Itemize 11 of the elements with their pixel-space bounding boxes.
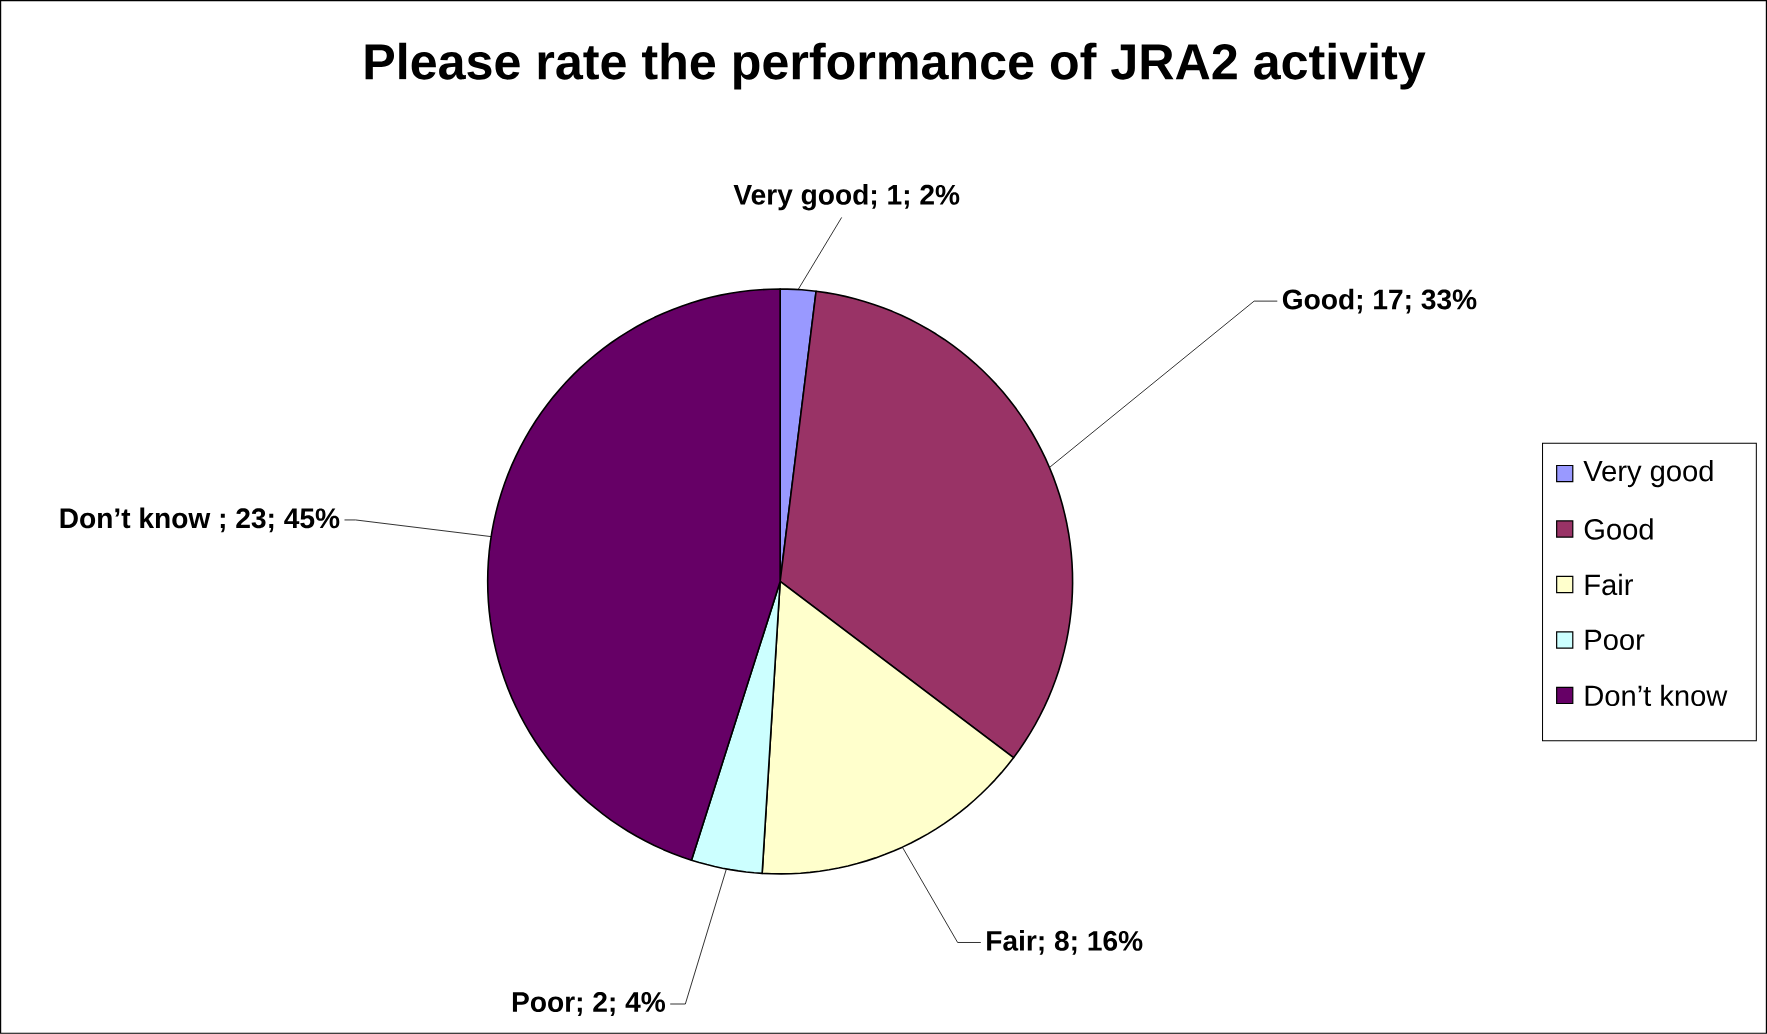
- legend-label: Don’t know: [1585, 684, 1728, 707]
- data-label: Fair; 8; 16%: [987, 930, 1143, 955]
- data-label: Very good; 1; 2%: [733, 184, 960, 211]
- data-label: Good; 17; 33%: [1282, 288, 1477, 314]
- chart-title: Please rate the performance of JRA2 activity: [365, 42, 1426, 90]
- legend-label: Fair: [1585, 573, 1633, 596]
- legend-label: Very good: [1583, 460, 1713, 488]
- data-label: Poor; 2; 4%: [512, 992, 666, 1017]
- data-label: Don’t know ; 23; 45%: [60, 507, 340, 533]
- legend-label: Good: [1584, 518, 1653, 540]
- legend-label: Poor: [1585, 629, 1645, 651]
